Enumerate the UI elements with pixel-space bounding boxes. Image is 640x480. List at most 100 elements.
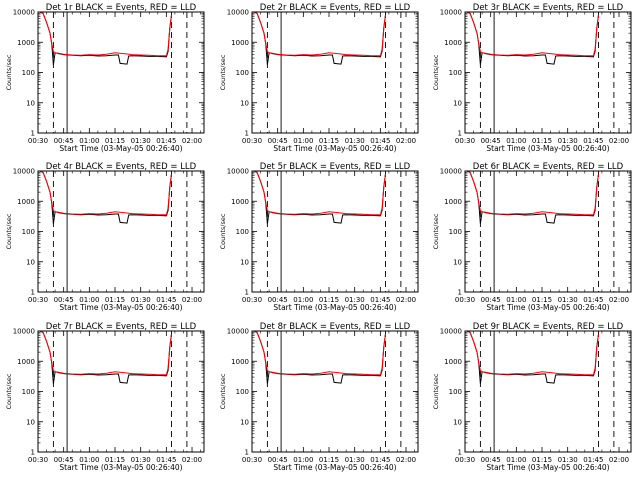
x-tick-label: 01:30: [131, 456, 151, 464]
y-tick-label: 100: [22, 69, 35, 77]
y-tick-label: 10000: [440, 328, 462, 336]
x-tick-label: 00:45: [268, 137, 288, 145]
lld-series-line: [39, 330, 172, 376]
detector-panel-5: Det 5r BLACK = Events, RED = LLD Counts/s…: [219, 162, 419, 312]
y-axis-label: Counts/sec: [432, 213, 440, 249]
x-tick-label: 00:45: [268, 296, 288, 304]
x-tick-label: 01:45: [156, 296, 176, 304]
y-tick-label: 100: [236, 228, 249, 236]
x-tick-label: 01:45: [583, 137, 603, 145]
events-series-line: [253, 330, 386, 384]
x-tick-label: 01:30: [345, 137, 365, 145]
y-tick-label: 10000: [227, 9, 249, 17]
x-tick-label: 00:45: [268, 456, 288, 464]
panel-title: Det 6r BLACK = Events, RED = LLD: [473, 162, 624, 172]
x-tick-label: 00:45: [481, 137, 501, 145]
x-tick-label: 01:00: [506, 296, 526, 304]
x-tick-label: 02:00: [396, 137, 416, 145]
detector-panel-2: Det 2r BLACK = Events, RED = LLD Counts/s…: [219, 3, 419, 153]
x-tick-label: 01:15: [105, 296, 125, 304]
x-tick-label: 01:45: [156, 456, 176, 464]
y-tick-label: 1000: [231, 198, 249, 206]
x-tick-label: 01:00: [293, 296, 313, 304]
x-axis-label: Start Time (03-May-05 00:26:40): [273, 463, 396, 472]
y-tick-label: 100: [236, 69, 249, 77]
x-tick-label: 02:00: [182, 296, 202, 304]
plot-frame: [251, 330, 419, 453]
panel-title: Det 5r BLACK = Events, RED = LLD: [260, 162, 411, 172]
events-series-line: [39, 330, 172, 384]
plot-frame: [251, 170, 419, 293]
x-tick-label: 01:45: [156, 137, 176, 145]
x-tick-label: 01:00: [79, 137, 99, 145]
x-tick-label: 01:15: [105, 456, 125, 464]
y-tick-label: 10: [453, 258, 462, 266]
x-tick-label: 01:15: [105, 137, 125, 145]
x-tick-label: 00:45: [481, 456, 501, 464]
x-tick-label: 01:30: [345, 456, 365, 464]
events-series-line: [39, 170, 172, 224]
y-tick-label: 10000: [13, 168, 35, 176]
y-tick-label: 10000: [13, 9, 35, 17]
plot-frame: [251, 11, 419, 134]
events-series-line: [466, 170, 599, 224]
x-tick-label: 02:00: [396, 456, 416, 464]
y-axis-label: Counts/sec: [219, 54, 227, 90]
y-tick-label: 10: [240, 258, 249, 266]
y-axis-label: Counts/sec: [432, 54, 440, 90]
panel-title: Det 2r BLACK = Events, RED = LLD: [260, 3, 411, 13]
y-tick-label: 10: [240, 99, 249, 107]
x-axis-label: Start Time (03-May-05 00:26:40): [59, 144, 182, 153]
x-tick-label: 01:15: [319, 456, 339, 464]
x-tick-label: 01:00: [506, 137, 526, 145]
x-tick-label: 01:00: [293, 137, 313, 145]
y-axis-label: Counts/sec: [5, 373, 13, 409]
x-tick-label: 02:00: [182, 456, 202, 464]
y-tick-label: 1: [458, 289, 462, 297]
y-tick-label: 100: [449, 388, 462, 396]
x-tick-label: 00:45: [54, 456, 74, 464]
detector-panel-3: Det 3r BLACK = Events, RED = LLD Counts/s…: [432, 3, 632, 153]
y-axis-label: Counts/sec: [432, 373, 440, 409]
events-series-line: [39, 11, 172, 65]
y-tick-label: 1: [31, 289, 35, 297]
panel-title: Det 4r BLACK = Events, RED = LLD: [46, 162, 197, 172]
x-tick-label: 01:00: [79, 456, 99, 464]
x-tick-label: 00:30: [242, 137, 262, 145]
y-tick-label: 100: [236, 388, 249, 396]
x-tick-label: 01:00: [293, 456, 313, 464]
y-tick-label: 100: [449, 228, 462, 236]
x-tick-label: 01:45: [370, 456, 390, 464]
y-tick-label: 10: [26, 418, 35, 426]
x-tick-label: 01:45: [370, 137, 390, 145]
x-tick-label: 02:00: [609, 296, 629, 304]
lld-series-line: [39, 11, 172, 57]
y-tick-label: 1000: [444, 198, 462, 206]
x-axis-label: Start Time (03-May-05 00:26:40): [486, 144, 609, 153]
x-tick-label: 01:15: [532, 137, 552, 145]
y-tick-label: 1: [31, 449, 35, 457]
y-axis-label: Counts/sec: [219, 373, 227, 409]
y-tick-label: 10: [26, 99, 35, 107]
x-tick-label: 00:30: [28, 296, 48, 304]
y-tick-label: 1000: [231, 358, 249, 366]
plot-frame: [464, 11, 632, 134]
x-tick-label: 01:30: [345, 296, 365, 304]
x-tick-label: 01:30: [558, 456, 578, 464]
y-tick-label: 1000: [444, 358, 462, 366]
y-tick-label: 100: [22, 388, 35, 396]
panel-title: Det 9r BLACK = Events, RED = LLD: [473, 322, 624, 332]
y-tick-label: 10: [453, 99, 462, 107]
y-tick-label: 1000: [17, 198, 35, 206]
plot-frame: [464, 330, 632, 453]
y-tick-label: 100: [22, 228, 35, 236]
y-tick-label: 10: [26, 258, 35, 266]
lld-series-line: [466, 330, 599, 376]
lld-series-line: [253, 170, 386, 216]
x-axis-label: Start Time (03-May-05 00:26:40): [486, 303, 609, 312]
y-tick-label: 1: [245, 449, 249, 457]
x-axis-label: Start Time (03-May-05 00:26:40): [59, 463, 182, 472]
x-tick-label: 00:45: [481, 296, 501, 304]
events-series-line: [466, 11, 599, 65]
detector-panel-9: Det 9r BLACK = Events, RED = LLD Counts/s…: [432, 322, 632, 472]
